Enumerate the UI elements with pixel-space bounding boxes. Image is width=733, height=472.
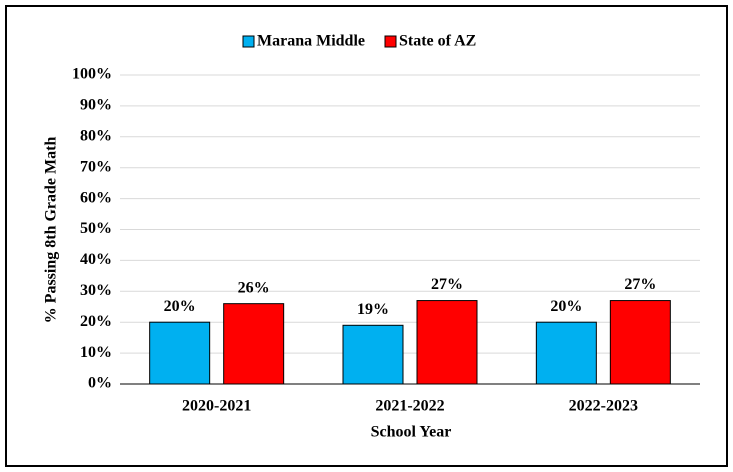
y-tick-label: 60% — [80, 189, 112, 206]
bar — [342, 324, 404, 385]
legend-swatch — [384, 35, 397, 48]
y-tick-label: 50% — [80, 220, 112, 237]
bar — [609, 300, 671, 385]
y-tick-label: 90% — [80, 97, 112, 114]
chart-border — [5, 5, 728, 467]
bar — [149, 321, 211, 385]
data-label: 26% — [238, 279, 270, 296]
y-tick-label: 30% — [80, 282, 112, 299]
legend-label: Marana Middle — [257, 33, 365, 50]
y-tick-label: 70% — [80, 158, 112, 175]
data-label: 27% — [431, 276, 463, 293]
data-label: 19% — [357, 301, 389, 318]
bar — [223, 303, 285, 385]
legend-swatch — [242, 35, 255, 48]
y-tick-label: 20% — [80, 313, 112, 330]
y-tick-label: 10% — [80, 344, 112, 361]
y-tick-label: 100% — [72, 66, 112, 83]
data-label: 27% — [624, 276, 656, 293]
data-label: 20% — [164, 298, 196, 315]
legend-label: State of AZ — [399, 33, 476, 50]
y-tick-label: 80% — [80, 127, 112, 144]
x-tick-label: 2021-2022 — [375, 398, 444, 415]
bar — [416, 300, 478, 385]
y-axis-label: % Passing 8th Grade Math — [43, 137, 60, 324]
x-tick-label: 2022-2023 — [569, 398, 638, 415]
x-axis-label: School Year — [371, 424, 452, 441]
bar — [535, 321, 597, 385]
data-label: 20% — [550, 298, 582, 315]
x-tick-label: 2020-2021 — [182, 398, 251, 415]
y-tick-label: 0% — [88, 375, 112, 392]
y-tick-label: 40% — [80, 251, 112, 268]
